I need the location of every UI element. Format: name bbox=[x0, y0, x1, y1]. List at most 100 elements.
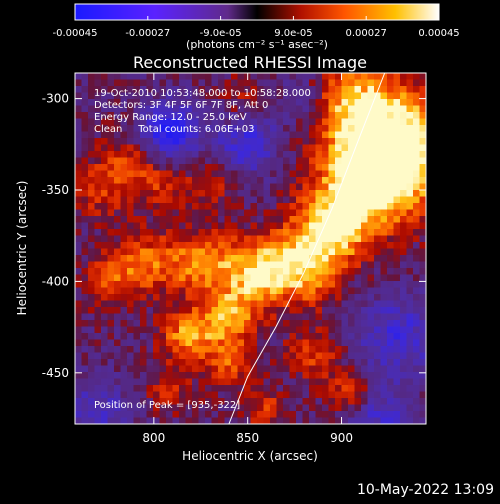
heatmap-cell bbox=[341, 294, 349, 301]
heatmap-cell bbox=[276, 417, 284, 424]
heatmap-cell bbox=[120, 294, 128, 301]
heatmap-cell bbox=[198, 157, 206, 165]
heatmap-cell bbox=[380, 235, 388, 243]
heatmap-cell bbox=[380, 391, 388, 399]
heatmap-cell bbox=[211, 203, 219, 210]
heatmap-cell bbox=[146, 411, 154, 418]
heatmap-cell bbox=[419, 417, 426, 424]
heatmap-cell bbox=[354, 372, 362, 379]
heatmap-cell bbox=[114, 352, 121, 360]
heatmap-cell bbox=[289, 417, 297, 424]
heatmap-cell bbox=[270, 196, 277, 204]
heatmap-cell bbox=[354, 391, 362, 399]
heatmap-cell bbox=[211, 326, 219, 334]
heatmap-cell bbox=[367, 287, 375, 295]
heatmap-cell bbox=[179, 242, 186, 249]
heatmap-cell bbox=[413, 190, 420, 197]
heatmap-cell bbox=[107, 203, 115, 210]
heatmap-cell bbox=[153, 118, 160, 126]
heatmap-cell bbox=[289, 157, 297, 165]
heatmap-cell bbox=[250, 359, 258, 366]
heatmap-cell bbox=[270, 112, 277, 119]
heatmap-cell bbox=[224, 92, 232, 100]
heatmap-cell bbox=[257, 339, 264, 347]
heatmap-cell bbox=[94, 352, 102, 360]
heatmap-cell bbox=[231, 125, 238, 132]
heatmap-cell bbox=[237, 196, 245, 204]
heatmap-cell bbox=[374, 391, 381, 399]
heatmap-cell bbox=[400, 196, 407, 204]
heatmap-cell bbox=[289, 333, 297, 340]
heatmap-cell bbox=[257, 268, 264, 275]
heatmap-cell bbox=[335, 99, 342, 106]
heatmap-cell bbox=[276, 339, 284, 347]
heatmap-cell bbox=[133, 235, 141, 243]
heatmap-cell bbox=[393, 216, 401, 223]
heatmap-cell bbox=[88, 190, 95, 197]
heatmap-cell bbox=[250, 326, 258, 334]
heatmap-cell bbox=[218, 391, 225, 399]
heatmap-cell bbox=[94, 183, 102, 191]
heatmap-cell bbox=[192, 268, 199, 275]
heatmap-cell bbox=[400, 216, 407, 223]
heatmap-cell bbox=[231, 73, 238, 80]
heatmap-cell bbox=[406, 417, 414, 424]
heatmap-cell bbox=[159, 209, 167, 217]
heatmap-cell bbox=[101, 248, 108, 256]
heatmap-cell bbox=[367, 346, 375, 353]
heatmap-cell bbox=[348, 300, 355, 308]
heatmap-cell bbox=[114, 242, 121, 249]
heatmap-cell bbox=[211, 378, 219, 386]
heatmap-cell bbox=[400, 339, 407, 347]
heatmap-cell bbox=[127, 86, 134, 93]
heatmap-cell bbox=[114, 105, 121, 113]
heatmap-cell bbox=[354, 268, 362, 275]
heatmap-cell bbox=[419, 222, 426, 230]
heatmap-cell bbox=[400, 105, 407, 113]
heatmap-cell bbox=[296, 281, 303, 288]
heatmap-cell bbox=[406, 274, 414, 282]
heatmap-cell bbox=[413, 274, 420, 282]
heatmap-cell bbox=[335, 235, 342, 243]
heatmap-cell bbox=[348, 255, 355, 262]
heatmap-cell bbox=[289, 125, 297, 132]
heatmap-cell bbox=[276, 118, 284, 126]
heatmap-cell bbox=[133, 385, 141, 392]
heatmap-cell bbox=[361, 365, 368, 373]
heatmap-cell bbox=[322, 216, 329, 223]
heatmap-cell bbox=[341, 229, 349, 236]
heatmap-cell bbox=[400, 164, 407, 171]
heatmap-cell bbox=[400, 222, 407, 230]
heatmap-cell bbox=[309, 320, 316, 327]
heatmap-cell bbox=[400, 242, 407, 249]
heatmap-cell bbox=[140, 164, 147, 171]
heatmap-cell bbox=[380, 346, 388, 353]
heatmap-cell bbox=[198, 105, 206, 113]
heatmap-cell bbox=[341, 261, 349, 269]
heatmap-cell bbox=[276, 92, 284, 100]
heatmap-cell bbox=[289, 391, 297, 399]
heatmap-cell bbox=[231, 391, 238, 399]
heatmap-cell bbox=[114, 287, 121, 295]
heatmap-cell bbox=[400, 131, 407, 139]
heatmap-cell bbox=[322, 190, 329, 197]
heatmap-cell bbox=[276, 209, 284, 217]
heatmap-cell bbox=[133, 287, 141, 295]
heatmap-cell bbox=[367, 203, 375, 210]
heatmap-cell bbox=[250, 73, 258, 80]
heatmap-cell bbox=[257, 398, 264, 405]
heatmap-cell bbox=[133, 105, 141, 113]
heatmap-cell bbox=[75, 196, 82, 204]
heatmap-cell bbox=[211, 300, 219, 308]
heatmap-cell bbox=[276, 138, 284, 145]
heatmap-cell bbox=[166, 274, 173, 282]
heatmap-cell bbox=[263, 385, 271, 392]
heatmap-cell bbox=[198, 164, 206, 171]
heatmap-cell bbox=[211, 320, 219, 327]
heatmap-cell bbox=[335, 157, 342, 165]
heatmap-cell bbox=[185, 417, 193, 424]
heatmap-cell bbox=[270, 365, 277, 373]
heatmap-cell bbox=[224, 261, 232, 269]
heatmap-cell bbox=[419, 281, 426, 288]
heatmap-cell bbox=[218, 248, 225, 256]
